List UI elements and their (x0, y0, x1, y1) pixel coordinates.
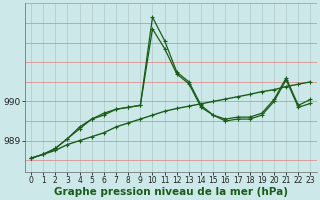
X-axis label: Graphe pression niveau de la mer (hPa): Graphe pression niveau de la mer (hPa) (54, 187, 288, 197)
